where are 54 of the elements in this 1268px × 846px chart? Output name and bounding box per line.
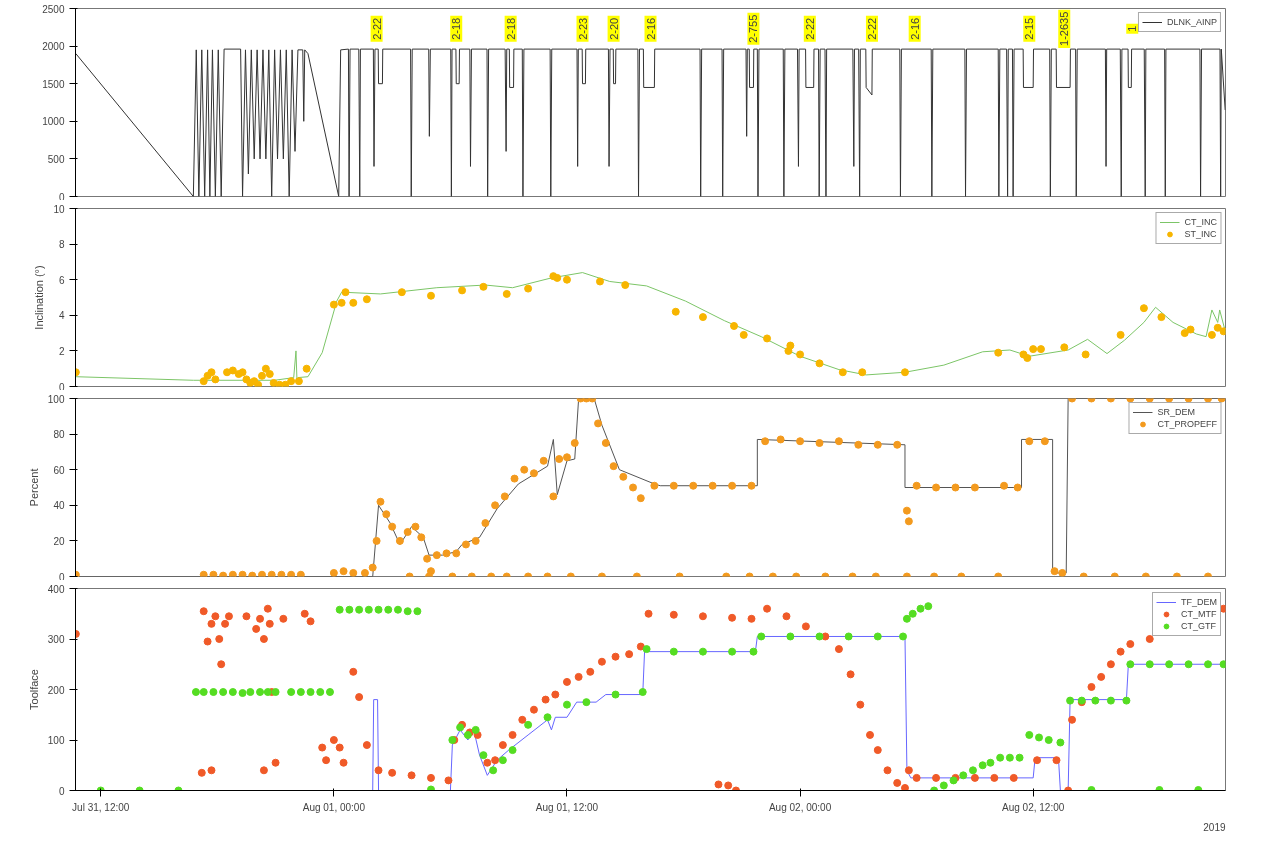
y-axis-title: Toolface	[27, 669, 40, 710]
y-axis-title: Percent	[27, 468, 40, 507]
legend-label: CT_GTF	[1181, 620, 1216, 632]
annotation: 2-18	[504, 17, 517, 40]
y-axis-title: Inclination (°)	[33, 265, 46, 330]
annotation: 2-16	[644, 17, 657, 40]
y-tick-label: 4	[58, 310, 65, 322]
annotation: 2-16	[908, 17, 921, 40]
annotation: 2-22	[803, 17, 816, 40]
legend-label: DLNK_AINP	[1166, 16, 1217, 28]
y-tick-label: 1000	[42, 116, 65, 128]
y-tick-label: 20	[53, 535, 65, 547]
annotation: 1-2635	[1058, 11, 1071, 46]
y-tick-label: 300	[47, 634, 65, 645]
legend-label: SR_DEM	[1157, 406, 1195, 418]
annotation: 2-755	[747, 14, 760, 43]
y-tick-label: 2	[58, 345, 65, 357]
text: 2019	[1203, 821, 1226, 833]
x-tick-label: Aug 02, 12:00	[1002, 801, 1065, 813]
x-tick-label: Aug 01, 00:00	[302, 801, 366, 813]
y-tick-label: 0	[58, 191, 65, 203]
y-tick-label: 0	[58, 381, 65, 393]
y-tick-label: 80	[53, 429, 65, 441]
annotation: 2-22	[370, 17, 383, 40]
x-tick-label: Jul 31, 12:00	[72, 801, 130, 813]
x-tick-label: Aug 01, 12:00	[535, 801, 599, 813]
legend-label: ST_INC	[1184, 228, 1217, 240]
y-tick-label: 100	[47, 393, 65, 405]
y-tick-label: 400	[47, 583, 65, 595]
y-tick-label: 60	[53, 464, 65, 476]
legend-label: TF_DEM	[1181, 596, 1217, 608]
annotation: 2-22	[865, 17, 878, 40]
y-tick-label: 100	[47, 735, 65, 746]
legend-label: CT_PROPEFF	[1157, 418, 1217, 430]
y-tick-label: 40	[53, 500, 65, 512]
legend-label: CT_INC	[1184, 216, 1217, 228]
y-tick-label: 200	[47, 684, 65, 696]
annotation: 1	[1126, 25, 1139, 32]
y-tick-label: 0	[58, 785, 65, 797]
annotation: 2-15	[1023, 17, 1036, 40]
y-tick-label: 2000	[42, 41, 65, 53]
y-tick-label: 0	[58, 571, 65, 583]
y-tick-label: 500	[47, 153, 65, 165]
line-series	[75, 48, 1226, 197]
x-tick-label: Aug 02, 00:00	[768, 801, 832, 813]
legend-label: CT_MTF	[1181, 608, 1217, 620]
annotation: 2-23	[576, 17, 589, 40]
y-tick-label: 2500	[42, 3, 65, 15]
y-tick-label: 8	[58, 239, 65, 251]
y-tick-label: 1500	[42, 78, 65, 90]
y-tick-label: 10	[53, 203, 65, 215]
y-tick-label: 6	[58, 274, 65, 286]
annotation: 2-18	[450, 17, 463, 40]
annotation: 2-20	[607, 17, 620, 40]
